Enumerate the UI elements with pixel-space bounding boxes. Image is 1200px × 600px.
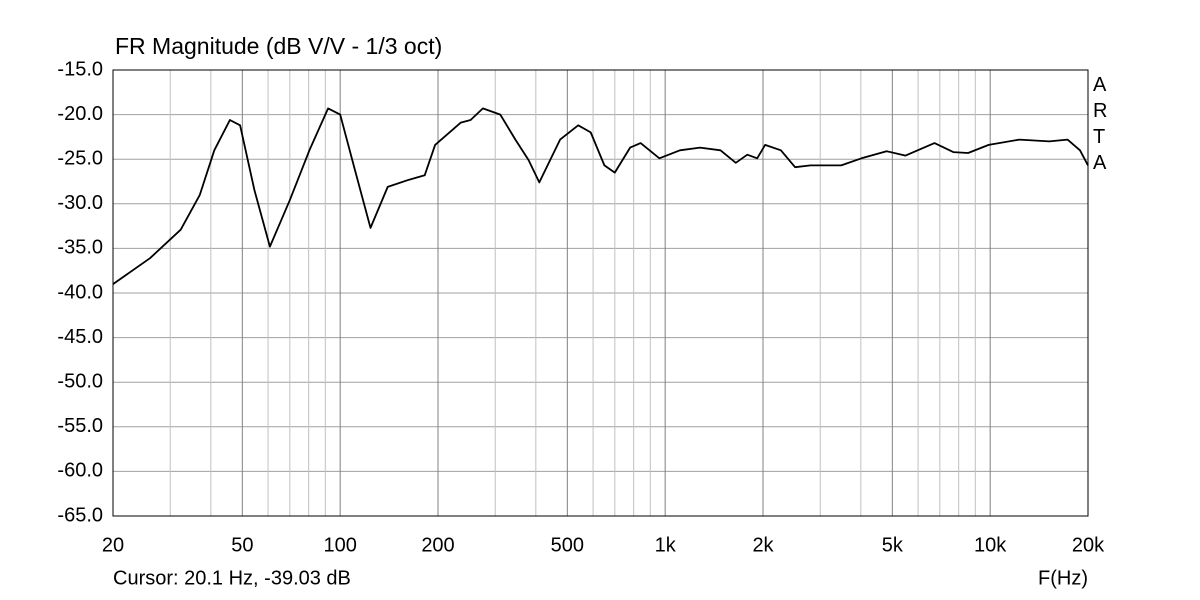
plot-frame xyxy=(112,69,1089,517)
y-tick-label: -20.0 xyxy=(57,103,103,125)
y-tick-label: -35.0 xyxy=(57,237,103,259)
y-tick-label: -50.0 xyxy=(57,370,103,392)
x-axis-label: F(Hz) xyxy=(1038,567,1088,589)
y-tick-label: -45.0 xyxy=(57,326,103,348)
x-tick-label: 20k xyxy=(1072,534,1105,556)
y-tick-label: -15.0 xyxy=(57,58,103,80)
x-tick-label: 1k xyxy=(655,534,677,556)
y-tick-label: -30.0 xyxy=(57,192,103,214)
y-tick-label: -40.0 xyxy=(57,281,103,303)
x-tick-label: 100 xyxy=(323,534,356,556)
y-tick-label: -65.0 xyxy=(57,504,103,526)
fr-curve xyxy=(112,107,1089,285)
chart-title: FR Magnitude (dB V/V - 1/3 oct) xyxy=(115,33,442,59)
x-tick-label: 50 xyxy=(231,534,253,556)
x-tick-label: 2k xyxy=(752,534,774,556)
y-tick-label: -60.0 xyxy=(57,460,103,482)
watermark: ARTA xyxy=(1093,74,1108,174)
x-tick-label: 20 xyxy=(102,534,124,556)
x-tick-label: 5k xyxy=(882,534,904,556)
x-tick-label: 10k xyxy=(974,534,1007,556)
x-tick-label: 500 xyxy=(551,534,584,556)
y-tick-label: -25.0 xyxy=(57,147,103,169)
x-tick-label: 200 xyxy=(421,534,454,556)
cursor-readout: Cursor: 20.1 Hz, -39.03 dB xyxy=(113,567,351,589)
y-tick-label: -55.0 xyxy=(57,415,103,437)
